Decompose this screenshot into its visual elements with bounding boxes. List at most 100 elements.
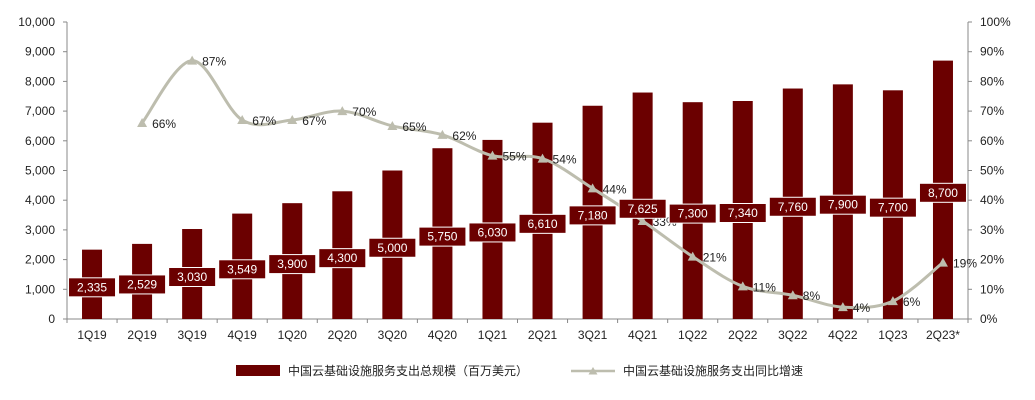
line-data-label: 65% xyxy=(402,120,426,134)
line-marker xyxy=(837,302,848,312)
bar-data-label-box xyxy=(518,213,567,234)
legend-item-line: 中国云基础设施服务支出同比增速 xyxy=(571,362,803,379)
bar-data-label-box xyxy=(918,182,967,203)
line-data-label: 66% xyxy=(152,117,176,131)
line-data-label: 8% xyxy=(803,289,821,303)
bar-data-label: 5,750 xyxy=(427,230,457,244)
bar-data-label: 7,760 xyxy=(778,200,808,214)
line-data-label: 21% xyxy=(703,251,727,265)
bar-data-label-box xyxy=(868,197,917,218)
bar-data-label-box xyxy=(168,267,217,288)
bar-data-label-box xyxy=(618,198,667,219)
x-tick-label: 2Q22 xyxy=(728,328,758,342)
bar-data-label: 5,000 xyxy=(377,241,407,255)
line-data-label: 54% xyxy=(553,153,577,167)
bar-data-label-box xyxy=(718,203,767,224)
bar-data-label: 6,030 xyxy=(477,225,507,239)
bar-data-label: 4,300 xyxy=(327,251,357,265)
bar-data-label-box xyxy=(768,196,817,217)
bar-data-label-box xyxy=(818,194,867,215)
y-left-tick-label: 8,000 xyxy=(25,74,55,88)
y-left-tick-label: 3,000 xyxy=(25,223,55,237)
line-marker xyxy=(537,153,548,163)
x-tick-label: 1Q22 xyxy=(678,328,708,342)
chart: 0 1,000 2,000 3,000 4,000 5,000 6,000 7,000 8,00… xyxy=(18,15,1011,342)
line-marker xyxy=(437,129,448,139)
bar-data-label-box xyxy=(268,254,317,275)
line-data-label: 87% xyxy=(202,55,226,69)
y-right-tick-label: 100% xyxy=(980,15,1011,29)
legend-item-bar: 中国云基础设施服务支出总规模（百万美元） xyxy=(236,362,528,379)
bar-data-label-box xyxy=(118,274,167,295)
y-left-tick-label: 5,000 xyxy=(25,164,55,178)
bar-data-label: 3,549 xyxy=(227,262,257,276)
y-left-tick-label: 10,000 xyxy=(18,15,55,29)
bar-data-label-box xyxy=(218,259,267,280)
y-right-tick-label: 40% xyxy=(980,193,1004,207)
x-tick-label: 3Q20 xyxy=(378,328,408,342)
line-data-label: 70% xyxy=(352,105,376,119)
legend: 中国云基础设施服务支出总规模（百万美元） 中国云基础设施服务支出同比增速 xyxy=(0,362,1035,386)
bar-data-label-box xyxy=(318,248,367,269)
line-data-label: 11% xyxy=(753,280,776,294)
bar-data-label: 8,700 xyxy=(928,186,958,200)
y-right-tick-label: 90% xyxy=(980,45,1004,59)
legend-line-swatch xyxy=(571,365,615,377)
line-marker xyxy=(787,290,798,300)
y-right-tick-label: 10% xyxy=(980,282,1004,296)
line-data-label: 4% xyxy=(853,301,871,315)
y-right-tick-label: 60% xyxy=(980,134,1004,148)
y-right-tick-label: 20% xyxy=(980,253,1004,267)
line-marker xyxy=(237,115,248,125)
x-tick-label: 4Q20 xyxy=(428,328,458,342)
growth-line xyxy=(140,59,944,310)
bar-data-label-box xyxy=(368,237,417,258)
line-marker xyxy=(937,257,948,267)
data-labels: 2,335 2,529 3,030 3,549 3,900 4,300 5,000 5,750… xyxy=(68,182,967,298)
x-tick-label: 1Q21 xyxy=(478,328,508,342)
line-data-label: 19% xyxy=(953,257,977,271)
line-data-label: 67% xyxy=(302,114,326,128)
bar-data-label: 7,625 xyxy=(628,202,658,216)
y-left-tick-label: 6,000 xyxy=(25,134,55,148)
y-right-tick-label: 30% xyxy=(980,223,1004,237)
line-marker xyxy=(737,281,748,291)
line-data-label: 55% xyxy=(502,150,526,164)
bar-data-label: 7,700 xyxy=(878,201,908,215)
y-right-tick-label: 80% xyxy=(980,74,1004,88)
line-data-label: 67% xyxy=(252,114,276,128)
bar-data-label: 3,030 xyxy=(177,270,207,284)
line-marker xyxy=(637,215,648,225)
y-right-tick-label: 70% xyxy=(980,104,1004,118)
bar-data-label: 7,340 xyxy=(728,206,758,220)
bar-data-label: 7,900 xyxy=(828,198,858,212)
legend-label-bar: 中国云基础设施服务支出总规模（百万美元） xyxy=(288,364,529,378)
legend-bar-swatch xyxy=(236,365,280,376)
bar-data-label-box xyxy=(468,222,517,243)
y-left-tick-label: 9,000 xyxy=(25,45,55,59)
line-marker xyxy=(287,115,298,125)
line-marker xyxy=(487,150,498,160)
bar-data-label: 7,180 xyxy=(578,208,608,222)
x-tick-label: 4Q19 xyxy=(228,328,258,342)
line-marker xyxy=(137,117,148,127)
y-left-tick-label: 2,000 xyxy=(25,253,55,267)
y-left-tick-label: 1,000 xyxy=(25,282,55,296)
bar-data-label: 3,900 xyxy=(277,257,307,271)
bar-data-label-box xyxy=(418,226,467,247)
x-tick-label: 4Q21 xyxy=(628,328,658,342)
y-right-tick-label: 50% xyxy=(980,164,1004,178)
line-marker xyxy=(337,106,348,116)
x-tick-label: 1Q20 xyxy=(278,328,308,342)
x-tick-label: 1Q19 xyxy=(77,328,107,342)
line-marker xyxy=(687,251,698,261)
bar-data-label: 7,300 xyxy=(678,207,708,221)
line-marker xyxy=(187,55,198,65)
y-left-tick-label: 7,000 xyxy=(25,104,55,118)
x-tick-label: 2Q21 xyxy=(528,328,558,342)
x-tick-label: 2Q23* xyxy=(926,328,960,342)
bar-data-label-box xyxy=(68,277,117,298)
y-right-tick-label: 0% xyxy=(980,312,998,326)
bar-data-label-box xyxy=(568,205,617,226)
bar-data-label: 2,335 xyxy=(77,280,107,294)
